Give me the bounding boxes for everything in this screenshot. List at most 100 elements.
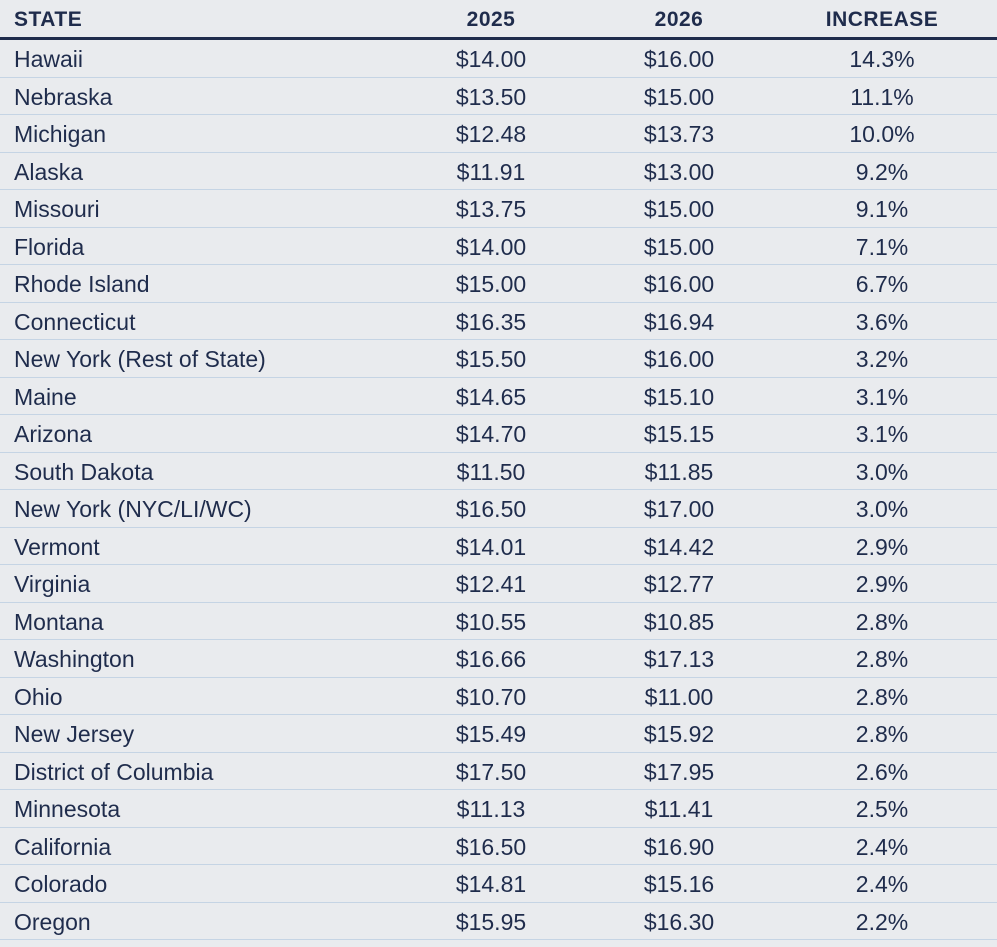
- cell-2025: $14.01: [455, 533, 527, 560]
- table-row: Maine $14.65 $15.10 3.1%: [0, 378, 997, 415]
- cell-2026: $14.42: [643, 533, 715, 560]
- table-row: Montana $10.55 $10.85 2.8%: [0, 603, 997, 640]
- table-row: District of Columbia $17.50 $17.95 2.6%: [0, 753, 997, 790]
- cell-2025: $14.70: [455, 421, 527, 447]
- cell-2026: $15.15: [643, 421, 715, 447]
- cell-increase: 2.5%: [855, 796, 909, 822]
- cell-2026: $15.00: [643, 233, 715, 260]
- cell-increase: 3.0%: [855, 458, 909, 485]
- cell-state: Alaska: [14, 158, 84, 185]
- cell-state: Montana: [14, 608, 104, 635]
- cell-2025: $15.00: [455, 271, 527, 297]
- header-increase: INCREASE: [825, 8, 939, 31]
- cell-state: Vermont: [14, 533, 100, 560]
- cell-2025: $16.50: [455, 833, 527, 860]
- cell-2026: $15.00: [643, 83, 715, 110]
- header-2026: 2026: [654, 8, 704, 31]
- table-row: New York (NYC/LI/WC) $16.50 $17.00 3.0%: [0, 490, 997, 528]
- cell-state: Nebraska: [14, 83, 113, 110]
- cell-2025: $16.50: [455, 496, 527, 522]
- cell-2025: $12.48: [455, 121, 527, 147]
- cell-2026: $13.00: [643, 158, 715, 185]
- cell-state: Michigan: [14, 121, 107, 147]
- table-row: Virginia $12.41 $12.77 2.9%: [0, 565, 997, 603]
- cell-state: Colorado: [14, 871, 108, 897]
- table-row: Missouri $13.75 $15.00 9.1%: [0, 190, 997, 228]
- cell-2026: $11.85: [644, 458, 714, 485]
- cell-increase: 14.3%: [849, 46, 915, 72]
- cell-2026: $16.94: [643, 308, 715, 335]
- header-2025: 2025: [466, 8, 516, 31]
- cell-state: South Dakota: [14, 458, 154, 485]
- cell-2025: $11.50: [456, 458, 526, 485]
- cell-2025: $14.00: [455, 46, 527, 72]
- cell-state: Oregon: [14, 908, 91, 935]
- cell-increase: 6.7%: [855, 271, 909, 297]
- cell-2026: $16.00: [643, 346, 715, 372]
- cell-2025: $11.91: [456, 158, 526, 185]
- cell-increase: 3.1%: [855, 421, 909, 447]
- table-header: STATE 2025 2026 INCREASE: [0, 0, 997, 40]
- cell-increase: 3.0%: [855, 496, 909, 522]
- cell-state: Missouri: [14, 196, 100, 222]
- cell-state: District of Columbia: [14, 758, 214, 785]
- cell-2026: $16.00: [643, 46, 715, 72]
- cell-increase: 3.1%: [855, 383, 909, 410]
- cell-state: California: [14, 833, 112, 860]
- cell-2026: $11.00: [644, 683, 714, 710]
- cell-state: Minnesota: [14, 796, 121, 822]
- cell-increase: 2.8%: [855, 608, 909, 635]
- cell-2026: $15.00: [643, 196, 715, 222]
- cell-2026: $13.73: [643, 121, 715, 147]
- table-row: Hawaii $14.00 $16.00 14.3%: [0, 40, 997, 78]
- cell-2025: $14.00: [455, 233, 527, 260]
- cell-2025: $13.75: [455, 196, 527, 222]
- cell-state: Arizona: [14, 421, 92, 447]
- table-row: Oregon $15.95 $16.30 2.2%: [0, 903, 997, 940]
- cell-increase: 10.0%: [849, 121, 915, 147]
- cell-increase: 9.1%: [855, 196, 909, 222]
- table-row: Arizona $14.70 $15.15 3.1%: [0, 415, 997, 453]
- cell-increase: 2.8%: [855, 721, 909, 747]
- cell-state: Ohio: [14, 683, 63, 710]
- cell-2025: $14.81: [455, 871, 527, 897]
- header-state: STATE: [14, 8, 83, 31]
- cell-2026: $15.92: [643, 721, 715, 747]
- cell-2025: $11.13: [456, 796, 526, 822]
- cell-increase: 2.4%: [855, 833, 909, 860]
- cell-state: Florida: [14, 233, 85, 260]
- cell-state: Washington: [14, 646, 135, 672]
- table-row: Nebraska $13.50 $15.00 11.1%: [0, 78, 997, 115]
- cell-2026: $15.10: [643, 383, 715, 410]
- cell-state: Rhode Island: [14, 271, 150, 297]
- cell-increase: 7.1%: [855, 233, 909, 260]
- cell-2025: $15.95: [455, 908, 527, 935]
- cell-2026: $15.16: [643, 871, 715, 897]
- cell-2026: $10.85: [643, 608, 715, 635]
- cell-2025: $10.55: [455, 608, 527, 635]
- cell-2026: $17.13: [643, 646, 715, 672]
- cell-state: Maine: [14, 383, 77, 410]
- cell-2025: $13.50: [455, 83, 527, 110]
- table-row: Alaska $11.91 $13.00 9.2%: [0, 153, 997, 190]
- cell-2026: $12.77: [643, 571, 715, 597]
- cell-state: Virginia: [14, 571, 91, 597]
- cell-2026: $16.30: [643, 908, 715, 935]
- cell-2026: $11.41: [644, 796, 714, 822]
- table-row: Florida $14.00 $15.00 7.1%: [0, 228, 997, 265]
- table-row: Rhode Island $15.00 $16.00 6.7%: [0, 265, 997, 303]
- cell-increase: 3.2%: [855, 346, 909, 372]
- table-row: Michigan $12.48 $13.73 10.0%: [0, 115, 997, 153]
- table-row: New York (Rest of State) $15.50 $16.00 3.2%: [0, 340, 997, 378]
- cell-2026: $17.00: [643, 496, 715, 522]
- table-row: Washington $16.66 $17.13 2.8%: [0, 640, 997, 678]
- cell-increase: 11.1%: [850, 83, 914, 110]
- cell-increase: 2.8%: [855, 646, 909, 672]
- cell-state: New York (NYC/LI/WC): [14, 496, 252, 522]
- cell-2025: $16.66: [455, 646, 527, 672]
- table-body: Hawaii $14.00 $16.00 14.3% Nebraska $13.50 $15…: [0, 40, 997, 940]
- cell-2026: $16.90: [643, 833, 715, 860]
- cell-2025: $16.35: [455, 308, 527, 335]
- cell-increase: 3.6%: [855, 308, 909, 335]
